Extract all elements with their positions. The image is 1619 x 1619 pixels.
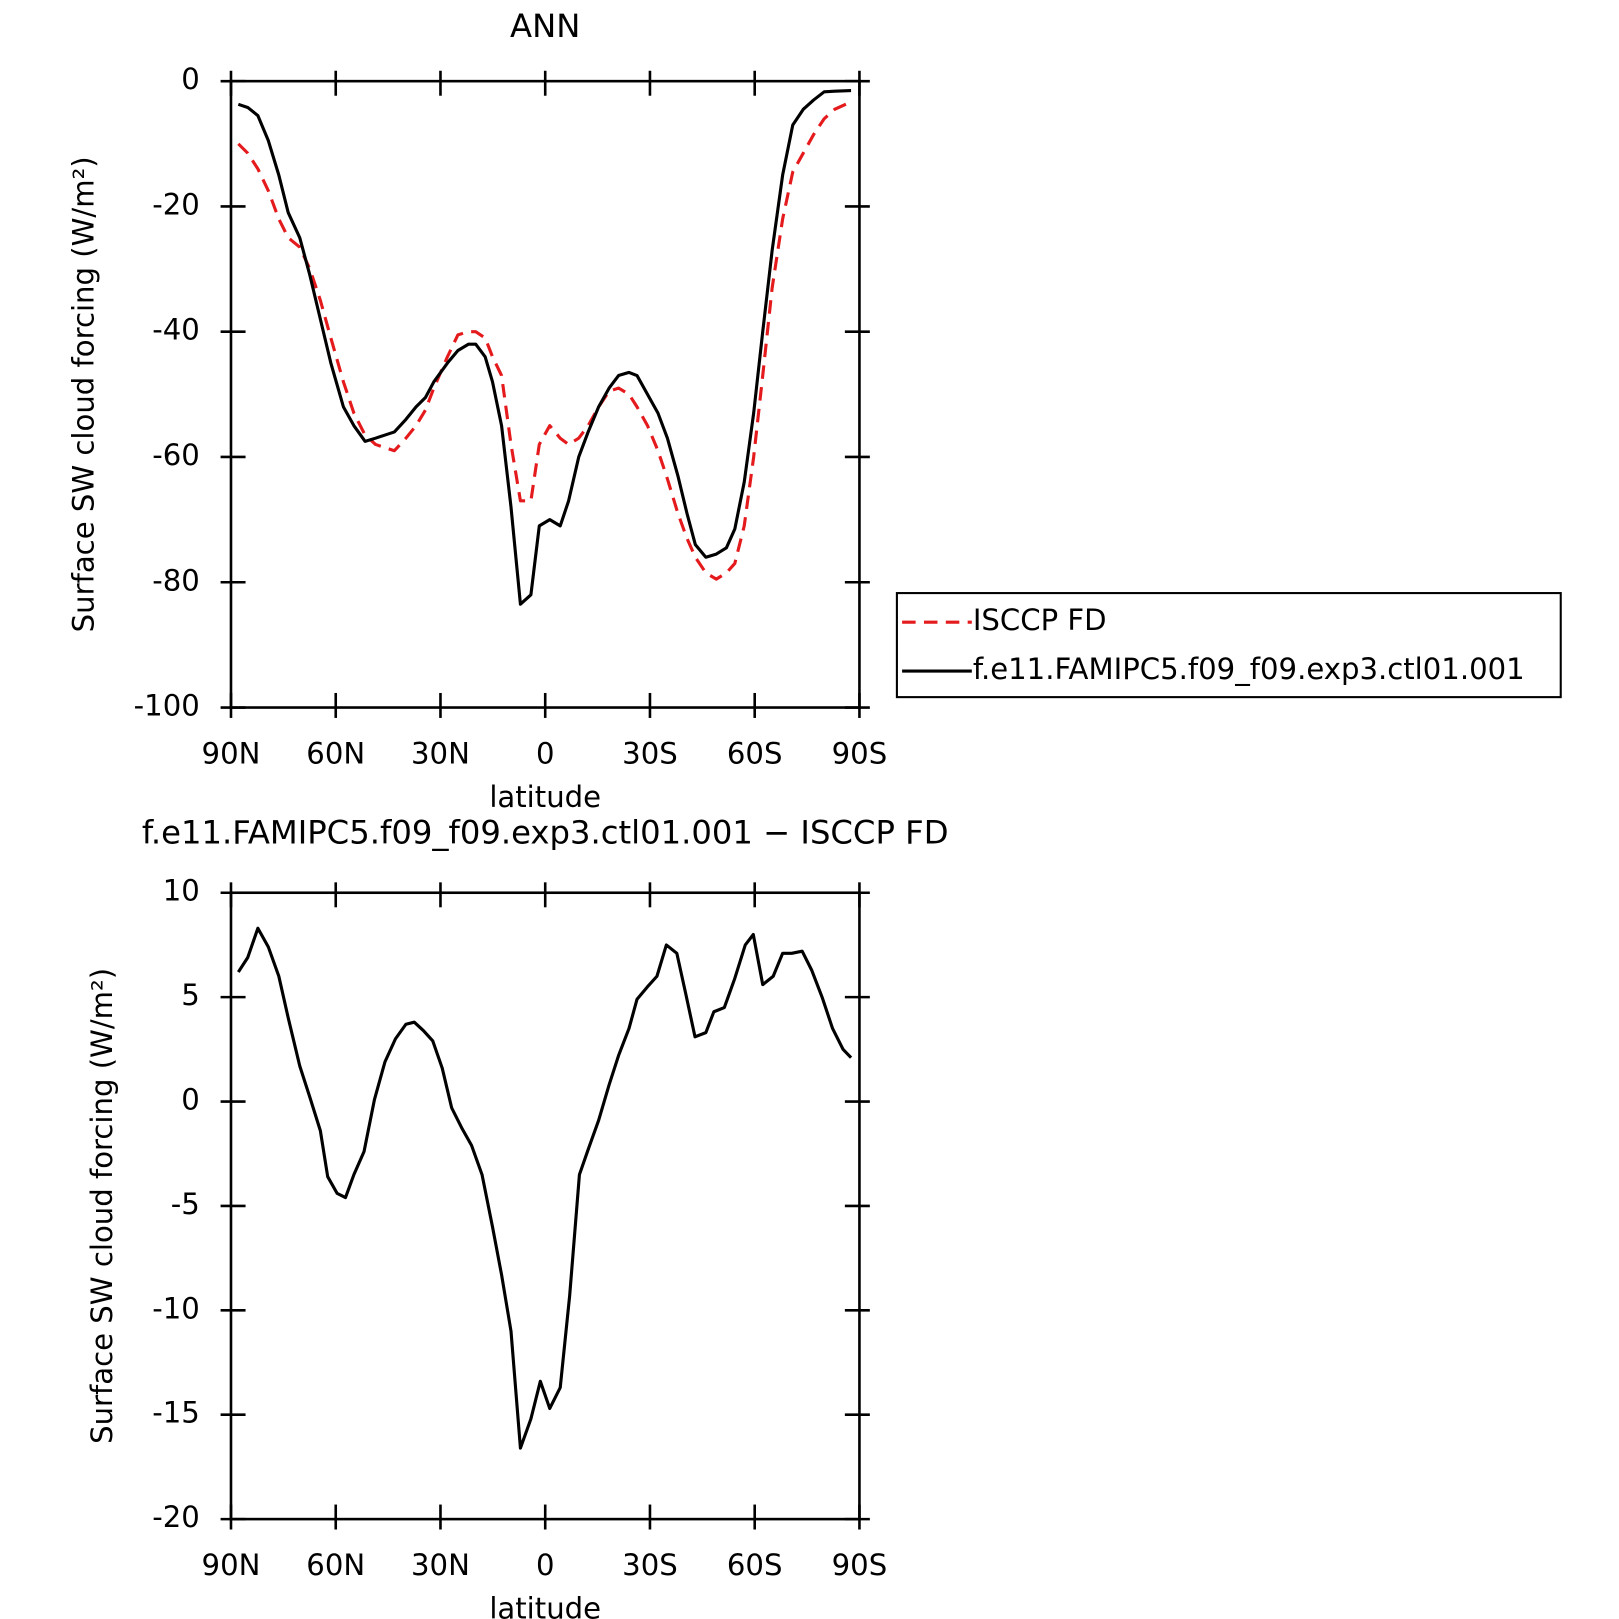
y-tick-label: -100 xyxy=(134,689,200,723)
x-tick-label: 30N xyxy=(411,1548,470,1582)
x-tick-label: 60S xyxy=(727,736,783,770)
x-tick-label: 30S xyxy=(622,736,678,770)
x-tick-label: 60N xyxy=(306,736,365,770)
data-line xyxy=(237,926,853,1450)
y-tick-label: -10 xyxy=(152,1291,200,1325)
data-line xyxy=(237,88,852,606)
data-line xyxy=(237,100,852,581)
y-tick-label: -5 xyxy=(171,1187,200,1221)
y-tick-label: 0 xyxy=(181,62,200,96)
x-tick-label: 90N xyxy=(202,1548,261,1582)
x-axis-label: latitude xyxy=(489,1592,601,1619)
x-tick-label: 90N xyxy=(202,736,261,770)
plot-frame xyxy=(229,891,861,1521)
x-tick-label: 30N xyxy=(411,736,470,770)
y-tick-label: -20 xyxy=(152,187,200,221)
chart-title: ANN xyxy=(510,7,580,45)
y-tick-label: -20 xyxy=(152,1500,200,1534)
y-tick-label: -80 xyxy=(152,563,200,597)
x-tick-label: 0 xyxy=(536,1548,555,1582)
chart-title: f.e11.FAMIPC5.f09_f09.exp3.ctl01.001 − I… xyxy=(142,813,949,851)
y-axis-label: Surface SW cloud forcing (W/m²) xyxy=(85,968,119,1444)
y-tick-label: 10 xyxy=(163,874,200,908)
x-tick-label: 90S xyxy=(832,736,888,770)
legend-label: f.e11.FAMIPC5.f09_f09.exp3.ctl01.001 xyxy=(973,652,1525,686)
x-axis-label: latitude xyxy=(489,780,601,814)
y-tick-label: -60 xyxy=(152,438,200,472)
x-tick-label: 0 xyxy=(536,736,555,770)
legend-box xyxy=(895,592,1562,699)
y-tick-label: -15 xyxy=(152,1396,200,1430)
x-tick-label: 90S xyxy=(832,1548,888,1582)
y-axis-label: Surface SW cloud forcing (W/m²) xyxy=(66,156,100,632)
plot-frame xyxy=(229,79,861,709)
x-tick-label: 60S xyxy=(727,1548,783,1582)
x-tick-label: 60N xyxy=(306,1548,365,1582)
y-tick-label: 5 xyxy=(181,978,200,1012)
x-tick-label: 30S xyxy=(622,1548,678,1582)
y-tick-label: 0 xyxy=(181,1083,200,1117)
legend-label: ISCCP FD xyxy=(973,603,1107,637)
y-tick-label: -40 xyxy=(152,313,200,347)
